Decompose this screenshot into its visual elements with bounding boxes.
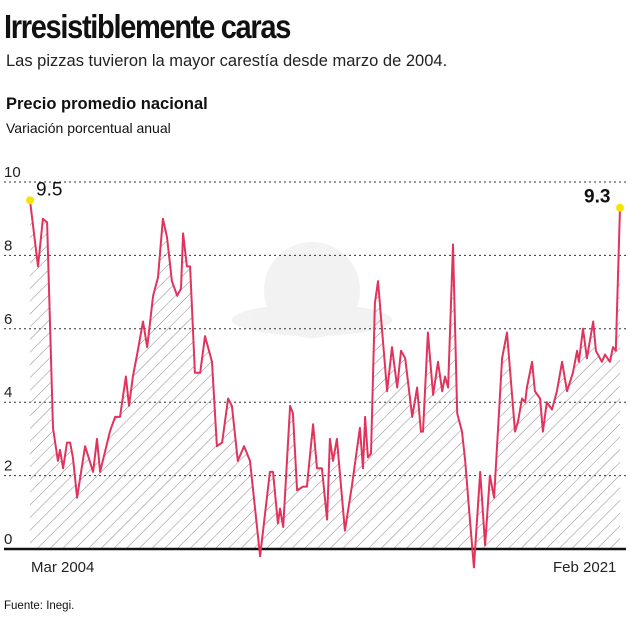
- chart-subtitle: Variación porcentual anual: [6, 120, 171, 136]
- source-note: Fuente: Inegi.: [4, 600, 75, 612]
- x-tick-label-start: Mar 2004: [31, 559, 94, 576]
- y-tick-label: 10: [4, 164, 21, 181]
- y-tick-label: 6: [4, 311, 12, 328]
- series-line: [29, 200, 621, 569]
- data-label: 9.5: [36, 179, 62, 200]
- y-tick-label: 0: [4, 531, 12, 548]
- y-tick-label: 8: [4, 237, 12, 254]
- x-tick-label-end: Feb 2021: [553, 559, 616, 576]
- area-fill: [30, 200, 620, 568]
- highlight-point: [616, 203, 624, 212]
- y-tick-label: 4: [4, 384, 12, 401]
- page-title: Irresistiblemente caras: [4, 8, 291, 45]
- highlight-point: [26, 196, 34, 205]
- chart-title: Precio promedio nacional: [6, 95, 208, 113]
- watermark-logo: [232, 242, 392, 338]
- page-subtitle: Las pizzas tuvieron la mayor carestía de…: [6, 52, 448, 70]
- y-tick-label: 2: [4, 458, 12, 475]
- data-label: 9.3: [584, 187, 610, 208]
